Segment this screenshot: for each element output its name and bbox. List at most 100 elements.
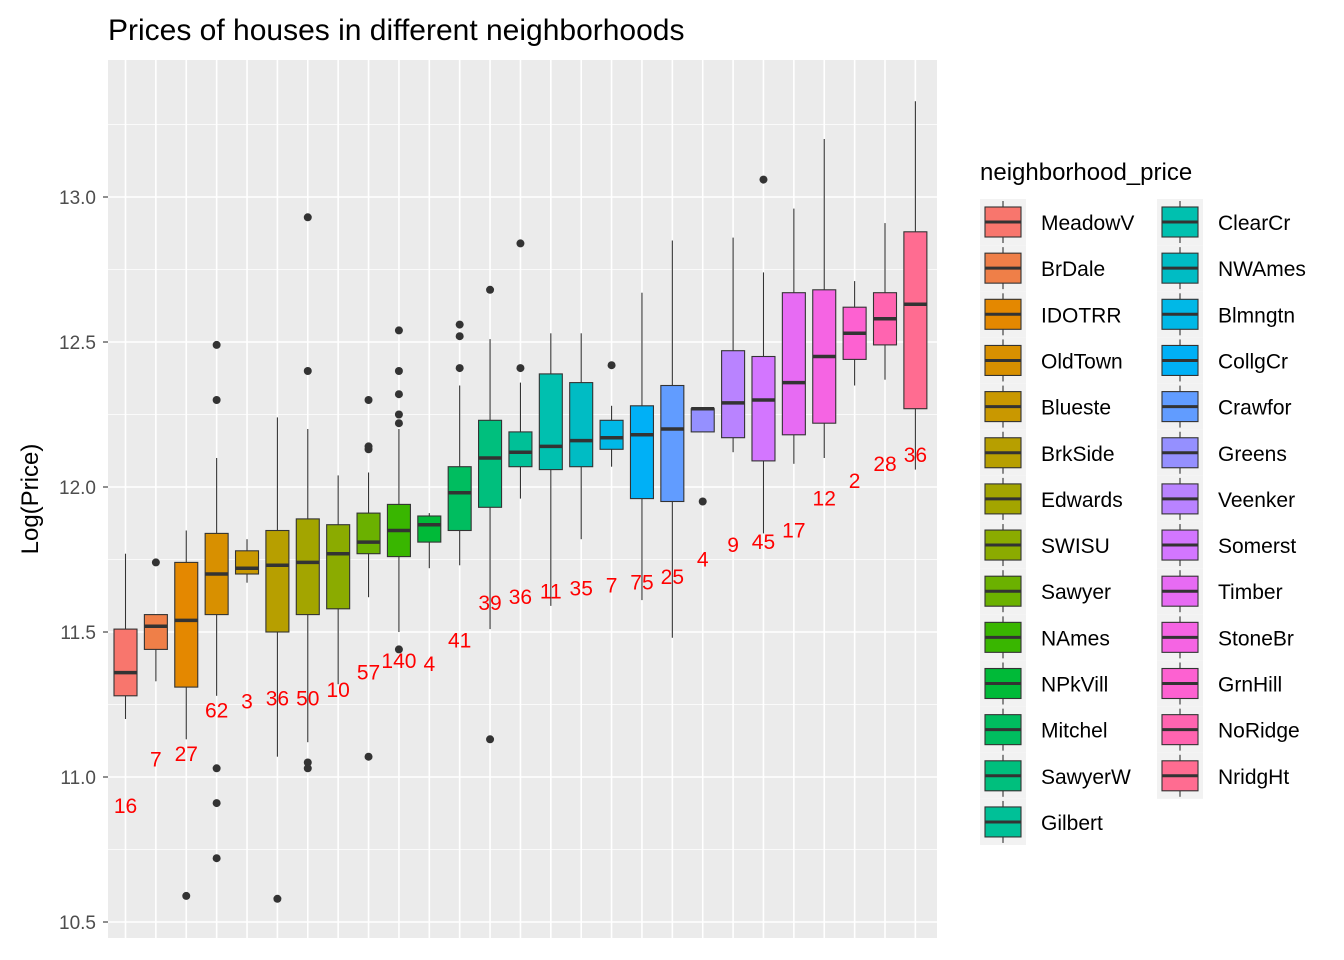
outlier-point [303, 764, 312, 773]
outlier-point [303, 213, 312, 222]
box-body [781, 292, 806, 436]
legend-label: SWISU [1041, 535, 1110, 558]
legend-label: Sawyer [1041, 581, 1111, 604]
legend-item-SawyerW: SawyerW [980, 752, 1131, 799]
box-Blueste [234, 539, 260, 583]
box-Crawfor [660, 240, 685, 638]
box-body [903, 231, 928, 410]
legend-label: OldTown [1041, 350, 1123, 373]
box-body [569, 382, 594, 468]
legend-item-Crawfor: Crawfor [1157, 383, 1292, 430]
box-body [660, 384, 685, 503]
count-label-Mitchel: 41 [448, 630, 471, 653]
count-label-MeadowV: 16 [114, 795, 137, 818]
count-label-Blmngtn: 7 [606, 575, 618, 598]
outlier-point [486, 285, 495, 294]
box-body [478, 419, 503, 508]
legend-item-ClearCr: ClearCr [1157, 199, 1290, 245]
legend-label: GrnHill [1218, 674, 1282, 697]
legend-item-Veenker: Veenker [1157, 475, 1295, 522]
box-IDOTRR [174, 530, 199, 900]
box-body [508, 431, 533, 468]
count-label-NWAmes: 35 [570, 578, 593, 601]
y-tick-label: 10.5 [59, 913, 96, 934]
y-axis-ticks: 10.5 11.0 11.5 12.0 12.5 13.0 [59, 188, 108, 934]
legend-item-Edwards: Edwards [980, 475, 1123, 522]
legend-item-Sawyer: Sawyer [980, 568, 1111, 615]
outlier-point [394, 410, 403, 419]
outlier-point [394, 367, 403, 375]
legend-label: NridgHt [1218, 766, 1289, 789]
box-NWAmes [569, 333, 594, 540]
count-label-NPkVill: 4 [423, 653, 435, 676]
legend-item-NWAmes: NWAmes [1157, 245, 1306, 292]
count-label-Greens: 4 [697, 549, 709, 572]
box-MeadowV [113, 553, 138, 719]
box-body [143, 614, 168, 650]
legend-label: NPkVill [1041, 674, 1108, 697]
legend-item-GrnHill: GrnHill [1157, 660, 1282, 707]
count-label-Somerst: 45 [752, 531, 775, 554]
box-body [721, 350, 746, 439]
count-label-SawyerW: 39 [478, 592, 501, 615]
count-label-BrkSide: 36 [266, 688, 289, 711]
outlier-point [212, 854, 221, 863]
y-tick-label: 12.5 [59, 333, 96, 354]
outlier-point [394, 645, 403, 654]
outlier-point [394, 390, 403, 399]
y-tick-label: 12.0 [59, 478, 96, 499]
count-label-Veenker: 9 [727, 534, 739, 557]
box-Blmngtn [599, 361, 624, 467]
legend-label: StoneBr [1218, 627, 1294, 650]
count-label-NridgHt: 36 [904, 444, 927, 467]
box-Greens [690, 406, 715, 506]
box-body [599, 419, 624, 450]
count-label-Timber: 17 [782, 520, 805, 543]
count-label-StoneBr: 12 [813, 488, 836, 511]
legend-item-BrkSide: BrkSide [980, 429, 1115, 476]
count-label-CollgCr: 75 [630, 572, 653, 595]
outlier-point [759, 175, 768, 184]
legend-item-Timber: Timber [1157, 568, 1283, 615]
legend-label: MeadowV [1041, 212, 1134, 235]
box-NPkVill [417, 513, 442, 569]
box-GrnHill [842, 281, 867, 386]
count-label-SWISU: 10 [326, 679, 349, 702]
legend-item-NridgHt: NridgHt [1157, 752, 1289, 799]
box-body [690, 408, 715, 433]
y-tick-label: 11.0 [60, 768, 96, 789]
count-label-Blueste: 3 [241, 691, 253, 714]
legend-label: BrkSide [1041, 443, 1115, 466]
box-Gilbert [508, 239, 533, 499]
outlier-point [455, 332, 464, 341]
box-ClearCr [538, 333, 563, 606]
outlier-point [212, 764, 221, 773]
box-body [174, 561, 199, 688]
box-body [447, 466, 472, 532]
box-body [538, 373, 563, 471]
box-body [234, 550, 260, 575]
legend-label: NoRidge [1218, 720, 1300, 743]
outlier-point [212, 340, 221, 349]
box-NridgHt [903, 101, 928, 470]
legend-label: Mitchel [1041, 720, 1108, 743]
outlier-point [516, 239, 525, 248]
legend-label: Blueste [1041, 397, 1111, 420]
count-label-GrnHill: 2 [849, 470, 861, 493]
y-axis-label: Log(Price) [17, 444, 44, 555]
outlier-point [212, 396, 221, 404]
legend-item-SWISU: SWISU [980, 522, 1110, 569]
legend-item-NAmes: NAmes [980, 614, 1110, 661]
y-tick-label: 11.5 [60, 623, 96, 644]
box-Edwards [295, 213, 320, 773]
box-Sawyer [356, 396, 381, 761]
outlier-point [364, 396, 373, 404]
box-Timber [781, 208, 806, 464]
legend-label: Edwards [1041, 489, 1123, 512]
outlier-point [486, 735, 495, 744]
box-BrDale [143, 558, 168, 682]
box-body [417, 515, 442, 543]
outlier-point [455, 364, 464, 373]
legend-item-Somerst: Somerst [1157, 522, 1296, 569]
